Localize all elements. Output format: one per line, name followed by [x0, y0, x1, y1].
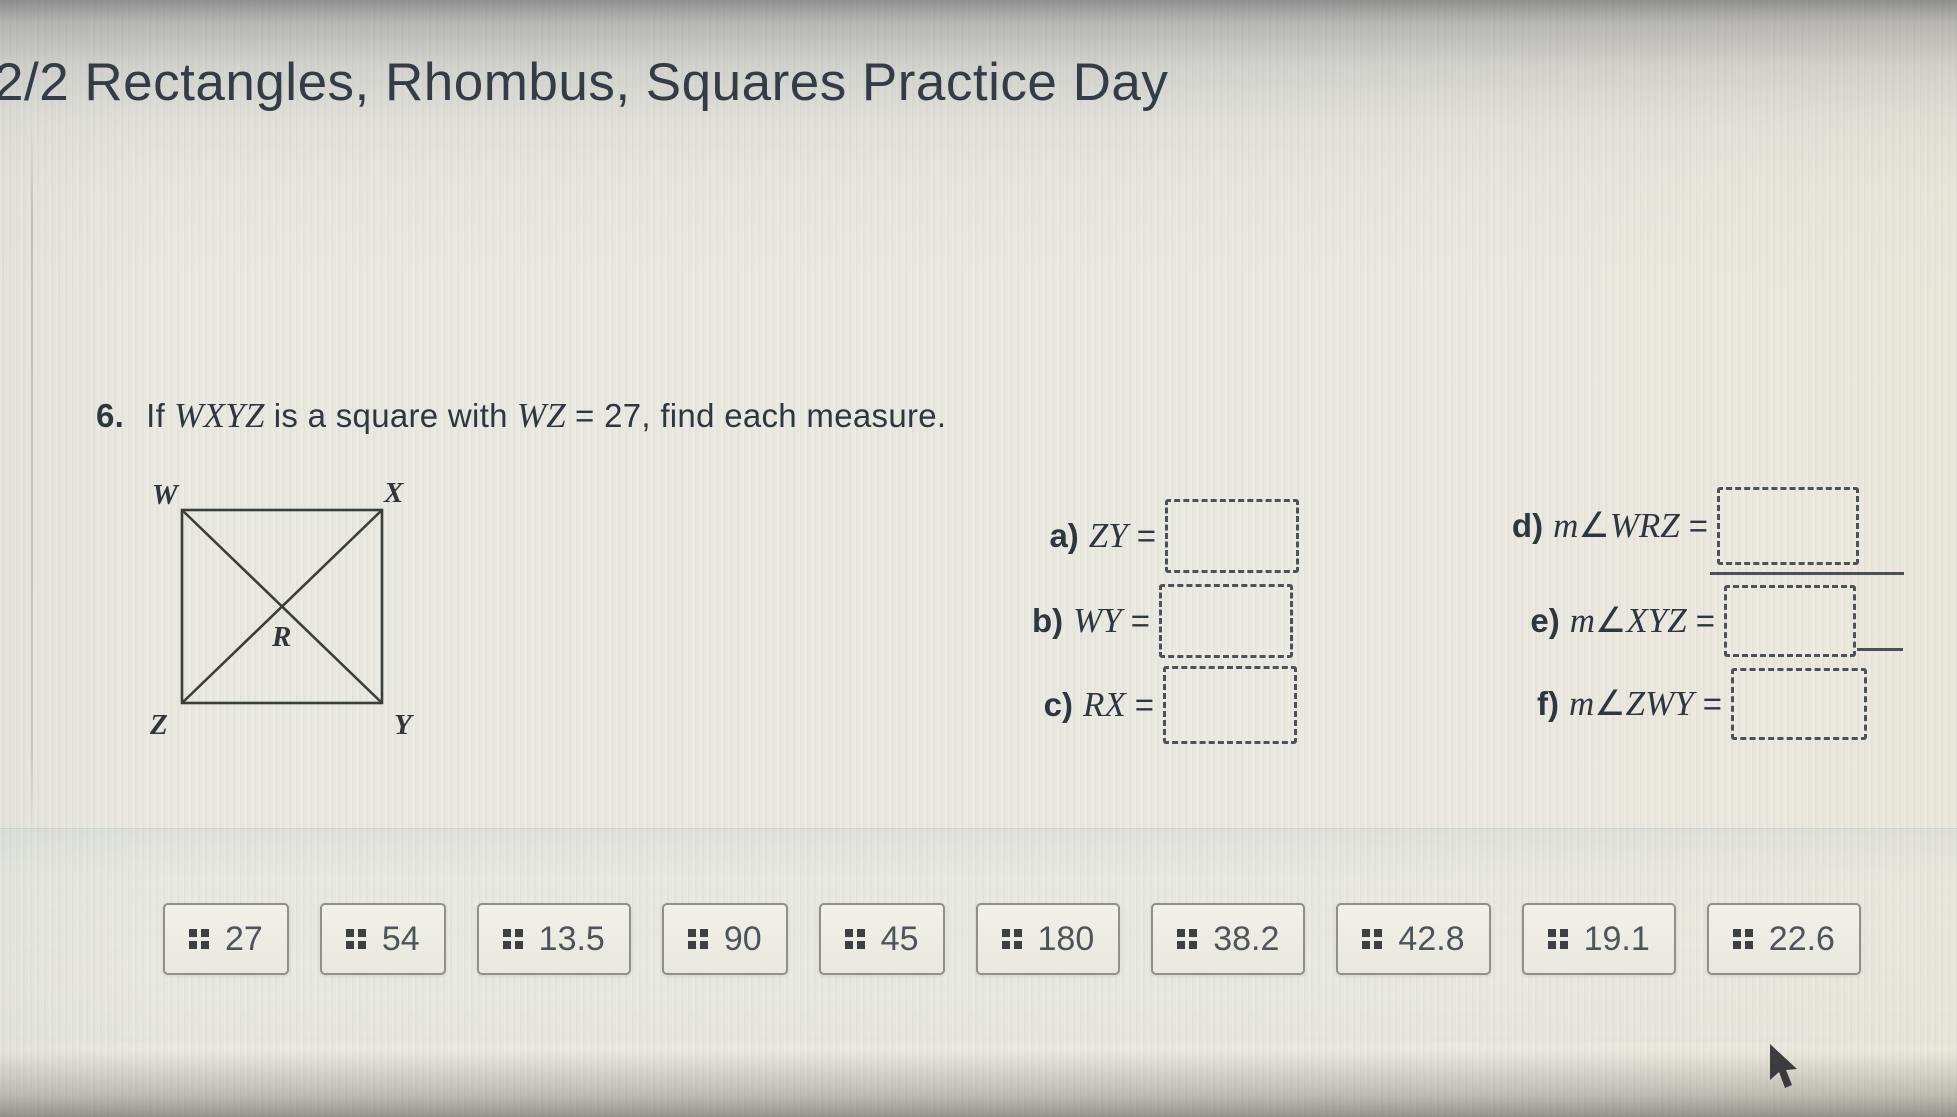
answer-dropzone-d[interactable]	[1717, 487, 1859, 565]
answer-chip-54[interactable]: 54	[319, 903, 446, 975]
question-text-end: = 27, find each measure.	[575, 397, 947, 434]
answer-dropzone-e[interactable]	[1724, 585, 1856, 657]
drag-handle-icon	[1547, 929, 1568, 949]
chip-value: 22.6	[1768, 919, 1835, 958]
answer-chip-38.2[interactable]: 38.2	[1151, 903, 1306, 975]
chip-value: 42.8	[1398, 919, 1465, 958]
square-diagram: W X Z Y R	[149, 477, 414, 741]
vertex-label-w: W	[152, 479, 180, 511]
vertex-label-x: X	[383, 477, 404, 509]
answer-chip-13.5[interactable]: 13.5	[476, 903, 631, 975]
answer-letter: e)	[1530, 602, 1560, 639]
answer-expression: ZY	[1088, 516, 1128, 555]
answer-chip-19.1[interactable]: 19.1	[1521, 903, 1676, 975]
equals-sign: =	[1695, 602, 1715, 639]
chip-value: 13.5	[538, 919, 605, 958]
question-6: 6. If WXYZ is a square with WZ = 27, find eac…	[96, 396, 955, 436]
answer-expression: WY	[1073, 601, 1122, 640]
equals-sign: =	[1702, 685, 1722, 722]
answer-letter: d)	[1511, 507, 1544, 544]
answer-chip-180[interactable]: 180	[975, 903, 1121, 975]
chip-value: 54	[381, 919, 420, 958]
drag-handle-icon	[189, 929, 209, 949]
drag-handle-icon	[1177, 929, 1198, 949]
scanned-page-edge	[31, 128, 33, 833]
answer-label: f) m∠ZWY =	[1484, 684, 1722, 724]
question-text: If	[146, 397, 166, 434]
worksheet-blank-line-stub	[1857, 648, 1903, 651]
answer-letter: b)	[1031, 602, 1064, 639]
chip-value: 180	[1037, 919, 1095, 958]
answer-letter: f)	[1536, 685, 1559, 722]
drag-handle-icon	[844, 929, 865, 949]
question-text-mid: is a square with	[273, 397, 508, 434]
drag-handle-icon	[1732, 929, 1753, 949]
drag-handle-icon	[502, 929, 523, 949]
answer-row-d: d) m∠WRZ =	[1470, 487, 1904, 575]
answer-dropzone-b[interactable]	[1159, 584, 1293, 658]
worksheet-blank-line	[1710, 572, 1904, 575]
equals-sign: =	[1688, 507, 1708, 544]
chip-value: 38.2	[1213, 919, 1280, 958]
answer-chip-90[interactable]: 90	[661, 903, 788, 975]
answer-label: a) ZY =	[1034, 516, 1156, 556]
answer-letter: c)	[1043, 686, 1073, 723]
answer-label: d) m∠WRZ =	[1470, 506, 1708, 546]
question-number: 6.	[96, 397, 125, 434]
answer-row-c: c) RX =	[1032, 666, 1297, 744]
answer-chip-45[interactable]: 45	[818, 903, 945, 975]
answer-expression: m∠ZWY	[1568, 684, 1694, 723]
vertex-label-z: Z	[149, 709, 168, 741]
equals-sign: =	[1136, 517, 1156, 554]
chip-value: 45	[880, 919, 919, 958]
equals-sign: =	[1134, 686, 1154, 723]
answer-letter: a)	[1049, 517, 1079, 554]
worksheet-title: 2/2 Rectangles, Rhombus, Squares Practic…	[0, 53, 1169, 112]
question-math-side: WZ	[516, 396, 567, 435]
question-math-square: WXYZ	[174, 396, 265, 435]
mouse-cursor-icon	[1770, 1044, 1797, 1088]
square-outline	[180, 508, 384, 705]
answer-row-b: b) WY =	[1028, 584, 1293, 658]
answer-chip-22.6[interactable]: 22.6	[1706, 903, 1861, 975]
drag-handle-icon	[1362, 929, 1383, 949]
answer-expression: m∠XYZ	[1569, 601, 1687, 640]
answer-expression: RX	[1082, 685, 1126, 724]
vertex-label-y: Y	[394, 709, 414, 741]
answer-expression: m∠WRZ	[1553, 506, 1680, 545]
answer-dropzone-f[interactable]	[1731, 668, 1867, 740]
answer-row-f: f) m∠ZWY =	[1484, 668, 1867, 740]
answer-label: b) WY =	[1028, 601, 1150, 641]
chip-value: 19.1	[1583, 919, 1650, 958]
equals-sign: =	[1130, 602, 1150, 639]
diagonal-xz	[181, 509, 383, 704]
answer-row-e: e) m∠XYZ =	[1477, 585, 1903, 657]
answer-dropzone-a[interactable]	[1165, 499, 1299, 573]
drag-handle-icon	[345, 929, 366, 949]
answer-chip-tray: 27 54 13.5 90 45 180 38.2 42.8 19.1 22.6	[163, 903, 1861, 975]
chip-value: 27	[225, 919, 263, 958]
drag-handle-icon	[687, 929, 708, 949]
chip-value: 90	[723, 919, 762, 958]
drag-handle-icon	[1001, 929, 1022, 949]
answer-chip-42.8[interactable]: 42.8	[1336, 903, 1491, 975]
answer-chip-27[interactable]: 27	[163, 903, 289, 975]
answer-dropzone-c[interactable]	[1163, 666, 1297, 744]
answer-label: c) RX =	[1032, 685, 1154, 725]
answer-row-a: a) ZY =	[1034, 499, 1299, 573]
answer-label: e) m∠XYZ =	[1477, 601, 1715, 641]
center-label-r: R	[271, 621, 291, 653]
